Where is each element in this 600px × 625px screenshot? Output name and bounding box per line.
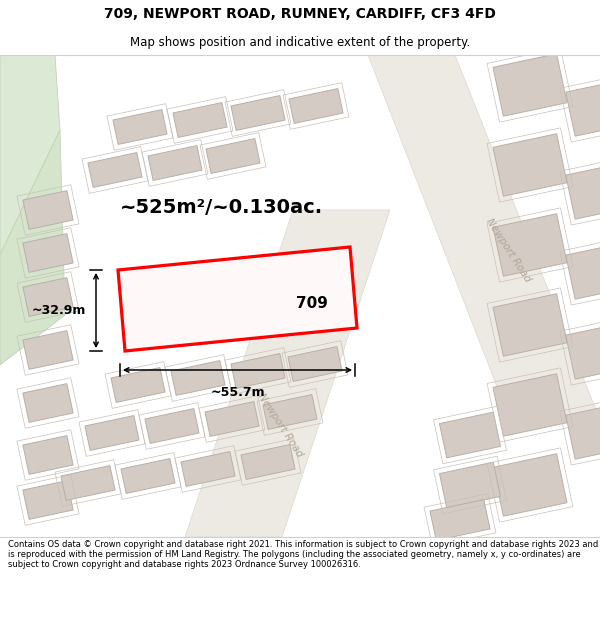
Polygon shape (23, 278, 73, 316)
Polygon shape (0, 55, 60, 255)
Text: Map shows position and indicative extent of the property.: Map shows position and indicative extent… (130, 36, 470, 49)
Polygon shape (88, 152, 142, 188)
Polygon shape (113, 109, 167, 144)
Polygon shape (566, 407, 600, 459)
Polygon shape (85, 416, 139, 451)
Polygon shape (181, 452, 235, 486)
Polygon shape (493, 294, 567, 356)
Polygon shape (118, 247, 357, 351)
Polygon shape (23, 481, 73, 519)
Polygon shape (493, 374, 567, 436)
Polygon shape (566, 84, 600, 136)
Polygon shape (241, 444, 295, 479)
Polygon shape (493, 454, 567, 516)
Text: 709: 709 (296, 296, 328, 311)
Polygon shape (121, 459, 175, 493)
Polygon shape (263, 394, 317, 429)
Polygon shape (289, 89, 343, 123)
Polygon shape (23, 234, 73, 272)
Polygon shape (231, 354, 285, 388)
Polygon shape (566, 247, 600, 299)
Text: 709, NEWPORT ROAD, RUMNEY, CARDIFF, CF3 4FD: 709, NEWPORT ROAD, RUMNEY, CARDIFF, CF3 … (104, 7, 496, 21)
Polygon shape (206, 139, 260, 173)
Polygon shape (171, 361, 225, 396)
Polygon shape (23, 191, 73, 229)
Polygon shape (148, 146, 202, 181)
Polygon shape (288, 347, 342, 381)
Polygon shape (23, 384, 73, 423)
Polygon shape (173, 102, 227, 138)
Text: Newport Road: Newport Road (484, 216, 532, 284)
Polygon shape (23, 436, 73, 474)
Polygon shape (111, 368, 165, 402)
Polygon shape (566, 327, 600, 379)
Text: Contains OS data © Crown copyright and database right 2021. This information is : Contains OS data © Crown copyright and d… (8, 539, 598, 569)
Polygon shape (231, 96, 285, 131)
Polygon shape (145, 409, 199, 443)
Polygon shape (493, 214, 567, 276)
Polygon shape (430, 499, 490, 541)
Polygon shape (205, 402, 259, 436)
Polygon shape (185, 210, 390, 537)
Polygon shape (439, 462, 500, 508)
Polygon shape (61, 466, 115, 501)
Text: ~55.7m: ~55.7m (210, 386, 265, 399)
Polygon shape (493, 54, 567, 116)
Text: ~32.9m: ~32.9m (32, 304, 86, 317)
Polygon shape (566, 167, 600, 219)
Text: Newport Road: Newport Road (256, 391, 304, 459)
Polygon shape (368, 55, 600, 420)
Polygon shape (493, 134, 567, 196)
Polygon shape (0, 130, 65, 365)
Text: ~525m²/~0.130ac.: ~525m²/~0.130ac. (120, 198, 323, 217)
Polygon shape (23, 331, 73, 369)
Polygon shape (439, 412, 500, 458)
